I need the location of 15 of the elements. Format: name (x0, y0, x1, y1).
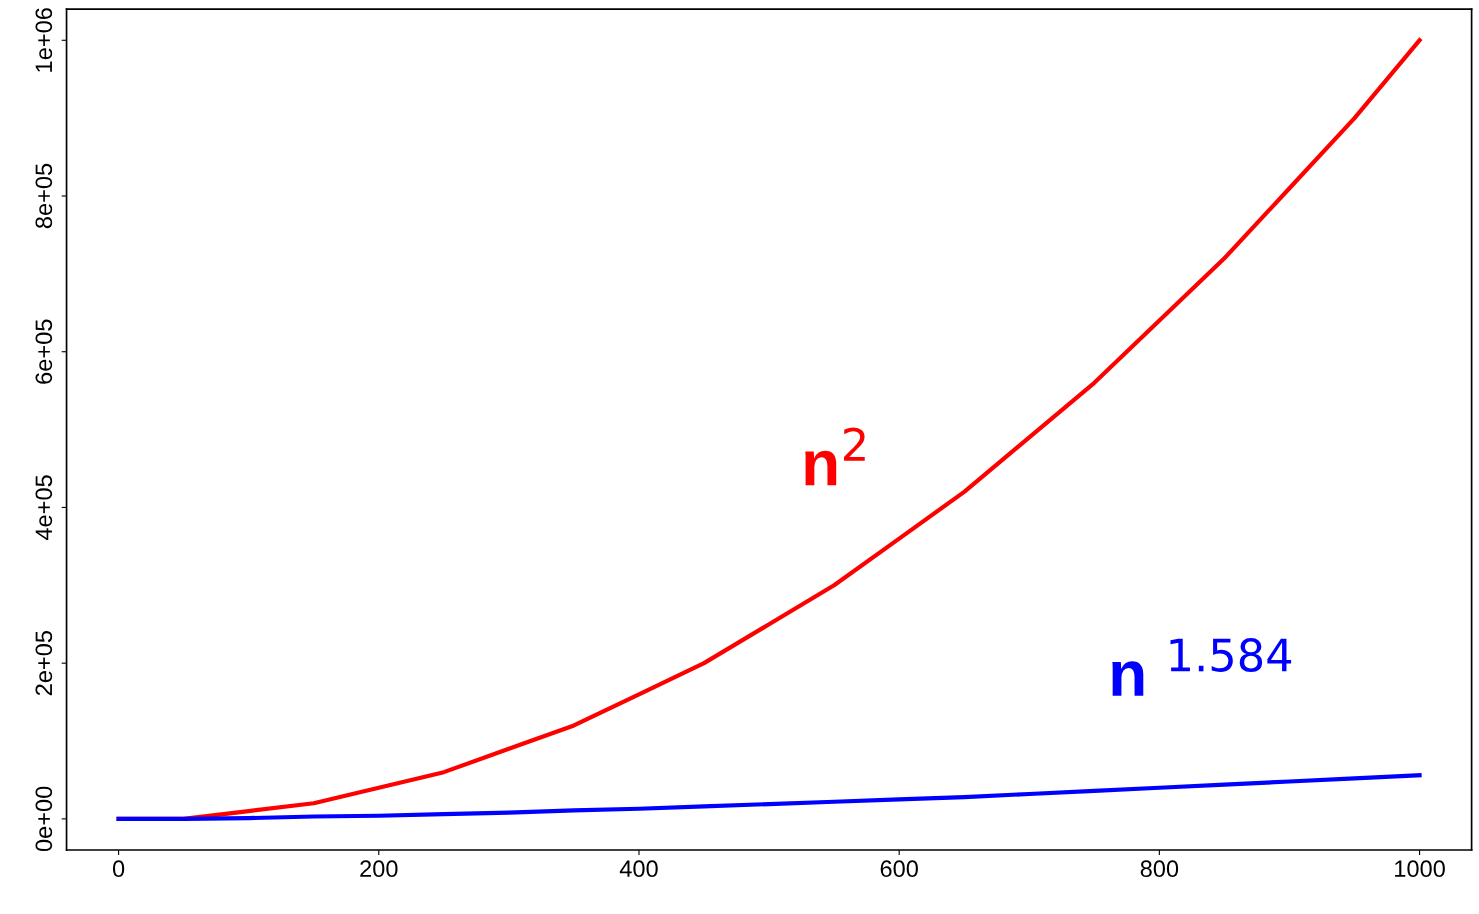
x-tick-label: 0 (112, 860, 125, 878)
y-tick-label: 1e+06 (35, 8, 53, 72)
y-tick-label: 0e+00 (35, 786, 53, 852)
x-tick-label: 600 (880, 860, 918, 878)
x-tick-label: 1000 (1395, 860, 1445, 878)
line-series (116, 773, 1422, 821)
series-label: n$^{2}$ (805, 427, 865, 486)
y-tick-label: 4e+05 (35, 475, 53, 541)
y-tick-label: 2e+05 (35, 630, 53, 696)
y-tick-label: 6e+05 (35, 319, 53, 384)
x-tick-label: 400 (619, 860, 658, 878)
x-tick-label: 200 (360, 860, 398, 878)
x-tick-label: 800 (1140, 860, 1179, 878)
series-label: n $^{1.584}$ (1112, 638, 1292, 696)
y-tick-label: 8e+05 (35, 163, 53, 229)
